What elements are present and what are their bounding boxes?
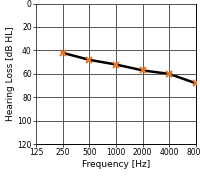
X-axis label: Frequency [Hz]: Frequency [Hz] — [82, 160, 150, 169]
Y-axis label: Hearing Loss [dB HL]: Hearing Loss [dB HL] — [6, 27, 15, 121]
